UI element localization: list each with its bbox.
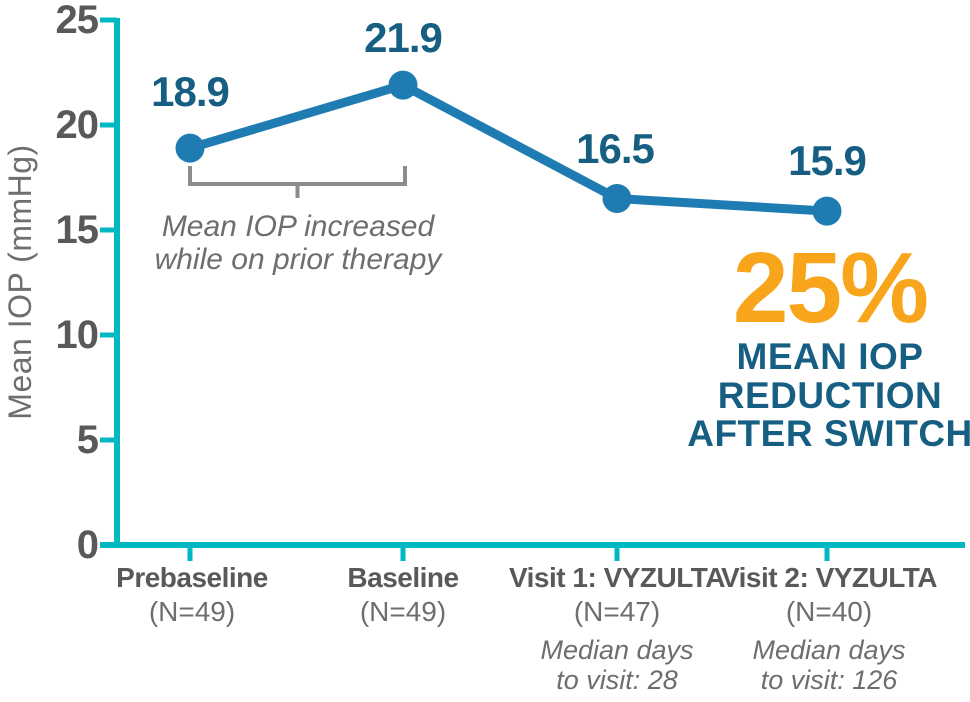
point-label-visit1: 16.5 [576,125,655,172]
category-n: (N=47) [573,596,661,627]
point-label-baseline: 21.9 [364,14,443,61]
x-category-baseline: Baseline (N=49) [281,561,525,628]
category-note-line-1: Median days [540,635,694,665]
category-n: (N=49) [359,596,447,627]
callout-line-1: MEAN IOP [736,336,924,377]
y-tick-label-15: 15 [55,208,100,252]
category-note-line-2: to visit: 126 [760,665,898,695]
y-tick-label-20: 20 [55,103,100,147]
category-label: Visit 2: VYZULTA [720,562,938,593]
data-point [602,184,632,213]
category-label: Visit 1: VYZULTA [508,562,726,593]
x-category-visit1: Visit 1: VYZULTA (N=47) Median days to v… [495,561,739,695]
category-n: (N=49) [148,596,236,627]
reduction-percent: 25% [732,232,929,344]
callout-line-2: REDUCTION [717,374,943,416]
prior-therapy-bracket [188,166,407,198]
y-axis-title: Mean IOP (mmHg) [2,144,38,420]
reduction-callout: 25% MEAN IOP REDUCTION AFTER SWITCH [650,238,970,454]
y-tick-label-25: 25 [55,0,100,42]
y-tick-label-10: 10 [55,313,100,357]
x-category-prebaseline: Prebaseline (N=49) [70,561,314,628]
point-label-visit2: 15.9 [788,137,867,184]
callout-line-3: AFTER SWITCH [687,413,970,454]
prior-therapy-annotation: Mean IOP increased while on prior therap… [108,210,488,276]
annotation-line-2: while on prior therapy [154,243,442,276]
category-label: Prebaseline [116,562,268,593]
category-n: (N=40) [785,596,873,627]
x-category-visit2: Visit 2: VYZULTA (N=40) Median days to v… [707,561,951,695]
data-point [812,196,842,226]
data-point [388,70,418,100]
data-point [175,133,205,163]
y-tick-label-5: 5 [76,418,99,462]
category-note-line-1: Median days [752,635,906,665]
point-label-prebaseline: 18.9 [151,68,230,115]
y-tick-label-0: 0 [76,523,99,567]
category-label: Baseline [347,562,459,593]
category-note-line-2: to visit: 28 [556,665,678,695]
annotation-line-1: Mean IOP increased [161,210,435,243]
trend-line [188,80,828,216]
